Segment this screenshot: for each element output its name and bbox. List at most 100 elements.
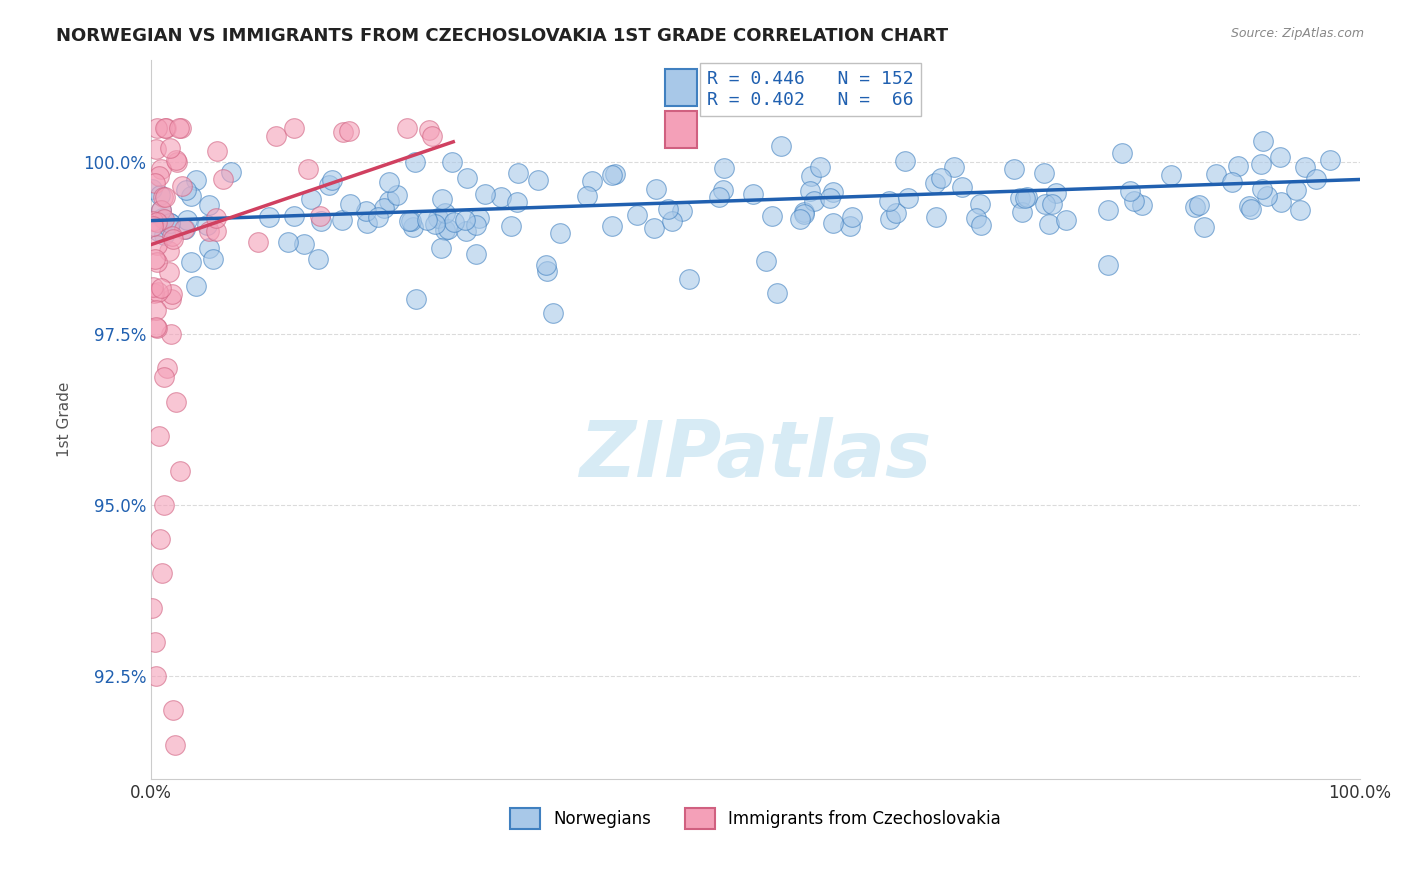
Point: [332, 124, 354, 138]
Point: [162, 232, 184, 246]
Point: [205, 144, 228, 158]
Point: [198, 241, 221, 255]
FancyBboxPatch shape: [665, 111, 697, 148]
Point: [1032, 166, 1054, 180]
Legend: Norwegians, Immigrants from Czechoslovakia: Norwegians, Immigrants from Czechoslovak…: [503, 802, 1007, 835]
Point: [141, 182, 163, 196]
Point: [425, 217, 447, 231]
Point: [1111, 146, 1133, 161]
FancyBboxPatch shape: [665, 69, 697, 106]
Point: [600, 168, 623, 182]
Point: [277, 235, 299, 249]
Point: [661, 214, 683, 228]
Point: [402, 220, 425, 235]
Point: [150, 280, 173, 294]
Point: [162, 703, 184, 717]
Point: [146, 285, 169, 300]
Point: [169, 464, 191, 478]
Point: [174, 183, 197, 197]
Point: [159, 216, 181, 230]
Point: [145, 142, 167, 156]
Point: [145, 319, 167, 334]
Point: [536, 258, 558, 272]
Point: [770, 138, 793, 153]
Point: [942, 160, 965, 174]
Point: [145, 238, 167, 252]
Point: [1240, 202, 1263, 216]
Point: [297, 162, 319, 177]
Point: [157, 220, 180, 235]
Point: [879, 211, 901, 226]
Point: [153, 190, 176, 204]
Point: [454, 224, 477, 238]
Point: [354, 204, 377, 219]
Point: [309, 214, 332, 228]
Point: [1305, 172, 1327, 186]
Point: [678, 272, 700, 286]
Point: [1268, 150, 1291, 164]
Point: [283, 121, 305, 136]
Point: [173, 222, 195, 236]
Point: [155, 121, 177, 136]
Point: [165, 395, 187, 409]
Point: [800, 169, 823, 184]
Point: [713, 161, 735, 175]
Point: [166, 155, 188, 169]
Point: [1227, 159, 1250, 173]
Point: [600, 219, 623, 234]
Point: [766, 285, 789, 300]
Point: [318, 178, 340, 193]
Point: [377, 175, 399, 189]
Point: [924, 177, 946, 191]
Point: [436, 222, 458, 236]
Point: [398, 214, 420, 228]
Point: [548, 226, 571, 240]
Point: [145, 669, 167, 683]
Point: [657, 202, 679, 217]
Point: [283, 209, 305, 223]
Point: [1256, 189, 1278, 203]
Point: [339, 196, 361, 211]
Point: [143, 252, 166, 266]
Point: [1097, 203, 1119, 218]
Point: [197, 224, 219, 238]
Point: [309, 210, 332, 224]
Point: [150, 162, 173, 177]
Point: [430, 241, 453, 255]
Point: [159, 141, 181, 155]
Point: [299, 192, 322, 206]
Point: [152, 189, 174, 203]
Point: [367, 211, 389, 225]
Point: [153, 498, 176, 512]
Point: [180, 188, 202, 202]
Point: [146, 215, 169, 229]
Point: [645, 182, 668, 196]
Point: [167, 121, 190, 136]
Point: [536, 263, 558, 277]
Point: [1192, 219, 1215, 234]
Point: [141, 600, 163, 615]
Point: [160, 286, 183, 301]
Point: [330, 213, 353, 227]
Point: [1040, 197, 1063, 211]
Point: [180, 255, 202, 269]
Point: [160, 326, 183, 341]
Point: [1205, 167, 1227, 181]
Point: [506, 195, 529, 210]
Point: [166, 153, 188, 167]
Point: [841, 210, 863, 224]
Point: [426, 211, 449, 226]
Point: [454, 212, 477, 227]
Point: [1033, 197, 1056, 211]
Point: [581, 174, 603, 188]
Point: [174, 222, 197, 236]
Point: [925, 211, 948, 225]
Point: [1160, 168, 1182, 182]
Point: [1015, 190, 1038, 204]
Point: [821, 185, 844, 199]
Point: [292, 237, 315, 252]
Point: [186, 173, 208, 187]
Point: [264, 128, 287, 143]
Point: [626, 208, 648, 222]
Point: [707, 190, 730, 204]
